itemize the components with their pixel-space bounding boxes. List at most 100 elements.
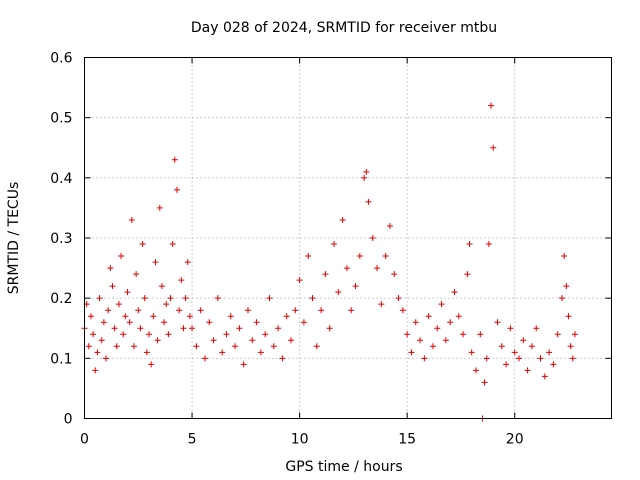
- data-point: [103, 355, 110, 362]
- data-point: [96, 295, 103, 302]
- data-point: [287, 337, 294, 344]
- y-tick-label: 0: [64, 412, 73, 428]
- x-tick-label: 5: [188, 432, 197, 448]
- data-point: [378, 301, 385, 308]
- data-point: [262, 331, 269, 338]
- data-point: [156, 204, 163, 211]
- data-point: [90, 331, 97, 338]
- data-point: [451, 289, 458, 296]
- data-point: [425, 313, 432, 320]
- data-point: [565, 313, 572, 320]
- data-point: [109, 283, 116, 290]
- data-point: [331, 241, 338, 248]
- data-point: [180, 325, 187, 332]
- data-point: [468, 349, 475, 356]
- data-point: [348, 307, 355, 314]
- data-point: [554, 331, 561, 338]
- data-point: [154, 337, 161, 344]
- data-point: [167, 295, 174, 302]
- y-tick-label: 0.2: [50, 291, 72, 307]
- data-point: [124, 289, 131, 296]
- data-point: [363, 168, 370, 175]
- data-point: [559, 295, 566, 302]
- data-point: [485, 241, 492, 248]
- data-point: [494, 319, 501, 326]
- data-point: [133, 271, 140, 278]
- data-point: [197, 307, 204, 314]
- data-point: [98, 337, 105, 344]
- data-point: [232, 343, 239, 350]
- data-point: [438, 301, 445, 308]
- data-point: [94, 349, 101, 356]
- data-point: [339, 216, 346, 223]
- data-point: [210, 337, 217, 344]
- data-point: [292, 307, 299, 314]
- y-tick-label: 0.3: [50, 231, 72, 247]
- data-point: [113, 343, 120, 350]
- data-point: [193, 343, 200, 350]
- data-point: [85, 343, 92, 350]
- data-point: [118, 253, 125, 260]
- data-point: [143, 349, 150, 356]
- data-point: [464, 271, 471, 278]
- data-point: [498, 343, 505, 350]
- data-point: [87, 313, 94, 320]
- data-point: [429, 343, 436, 350]
- x-tick-label: 20: [506, 432, 524, 448]
- data-point: [399, 307, 406, 314]
- data-point: [546, 349, 553, 356]
- data-point: [477, 331, 484, 338]
- data-point: [122, 313, 129, 320]
- data-point: [365, 198, 372, 205]
- data-point: [223, 331, 230, 338]
- data-point: [404, 331, 411, 338]
- data-point: [257, 349, 264, 356]
- data-point: [369, 235, 376, 241]
- data-point: [270, 343, 277, 350]
- axis-ticks: [84, 57, 612, 419]
- data-point: [139, 241, 146, 248]
- data-point: [326, 325, 333, 332]
- data-point: [524, 367, 531, 374]
- data-point: [563, 283, 570, 290]
- data-point: [550, 361, 557, 368]
- data-point: [561, 253, 568, 260]
- y-tick-label: 0.5: [50, 111, 72, 127]
- y-tick-labels: 0 0.1 0.2 0.3 0.4 0.5 0.6: [50, 51, 72, 428]
- data-point: [165, 331, 172, 338]
- data-point: [569, 355, 576, 362]
- data-point: [417, 337, 424, 344]
- data-point: [150, 313, 157, 320]
- y-tick-label: 0.4: [50, 171, 72, 187]
- data-point: [571, 331, 578, 338]
- data-point: [105, 307, 112, 314]
- data-point: [343, 265, 350, 272]
- data-point: [275, 325, 282, 332]
- data-point: [466, 241, 473, 248]
- data-point: [146, 331, 153, 338]
- data-point: [537, 355, 544, 362]
- data-point: [455, 313, 462, 320]
- chart-title: Day 028 of 2024, SRMTID for receiver mtb…: [191, 20, 497, 36]
- x-tick-labels: 0 5 10 15 20: [80, 432, 524, 448]
- data-point: [490, 144, 497, 151]
- grid-lines: [84, 57, 612, 419]
- data-point: [152, 259, 159, 266]
- data-point: [92, 367, 99, 374]
- data-point: [395, 295, 402, 302]
- data-point: [318, 307, 325, 314]
- data-point: [137, 325, 144, 332]
- data-point: [120, 331, 127, 338]
- data-point: [173, 186, 180, 193]
- data-point: [236, 325, 243, 332]
- data-point: [115, 301, 122, 308]
- data-point: [352, 283, 359, 290]
- data-point: [182, 295, 189, 302]
- data-point: [356, 253, 363, 260]
- data-point: [206, 319, 213, 326]
- data-point: [483, 355, 490, 362]
- data-point: [240, 361, 247, 368]
- data-point: [528, 343, 535, 350]
- data-point: [128, 216, 135, 223]
- data-point: [141, 295, 148, 302]
